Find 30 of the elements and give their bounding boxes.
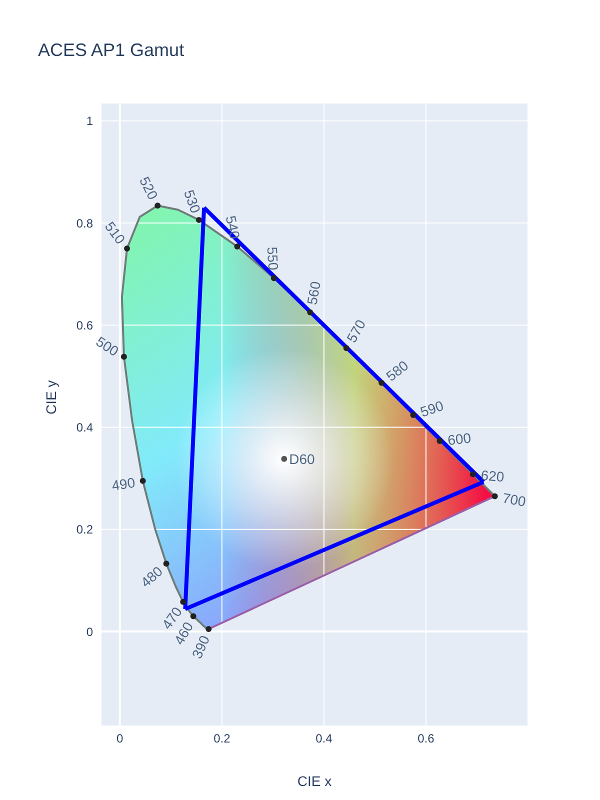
annotation: 520 [136, 174, 162, 202]
x-tick-label: 0 [116, 732, 124, 746]
y-tick-label: 0.8 [76, 216, 94, 230]
annotation: 560 [304, 280, 324, 306]
x-tick-label: 0.6 [418, 732, 435, 746]
annotation: 390 [188, 632, 213, 661]
annotation: 600 [446, 430, 472, 448]
y-axis-title: CIE y [42, 380, 59, 414]
annotation: 480 [138, 562, 166, 590]
annotation: 700 [501, 490, 528, 510]
annotation: D60 [289, 450, 316, 467]
annotation: 530 [180, 188, 204, 216]
annotation: 550 [264, 246, 282, 271]
x-tick-label: 0.2 [214, 732, 231, 746]
annotation: 590 [418, 397, 446, 420]
annotation: 510 [102, 218, 129, 248]
y-tick-label: 0.4 [76, 420, 94, 435]
x-axis-title: CIE x [297, 773, 332, 789]
annotation: 620 [480, 466, 506, 485]
annotation: 500 [93, 333, 122, 360]
annotation: 580 [382, 357, 412, 384]
chart-title: ACES AP1 Gamut [38, 40, 184, 61]
y-tick-label: 0.2 [76, 522, 94, 537]
y-tick-label: 0.6 [76, 318, 94, 332]
annotation: 540 [222, 214, 244, 241]
annotation: 490 [110, 474, 136, 494]
annotation: 570 [343, 316, 369, 346]
y-tick-label: 1 [86, 114, 94, 128]
x-tick-label: 0.4 [316, 732, 333, 746]
y-tick-label: 0 [86, 624, 94, 639]
